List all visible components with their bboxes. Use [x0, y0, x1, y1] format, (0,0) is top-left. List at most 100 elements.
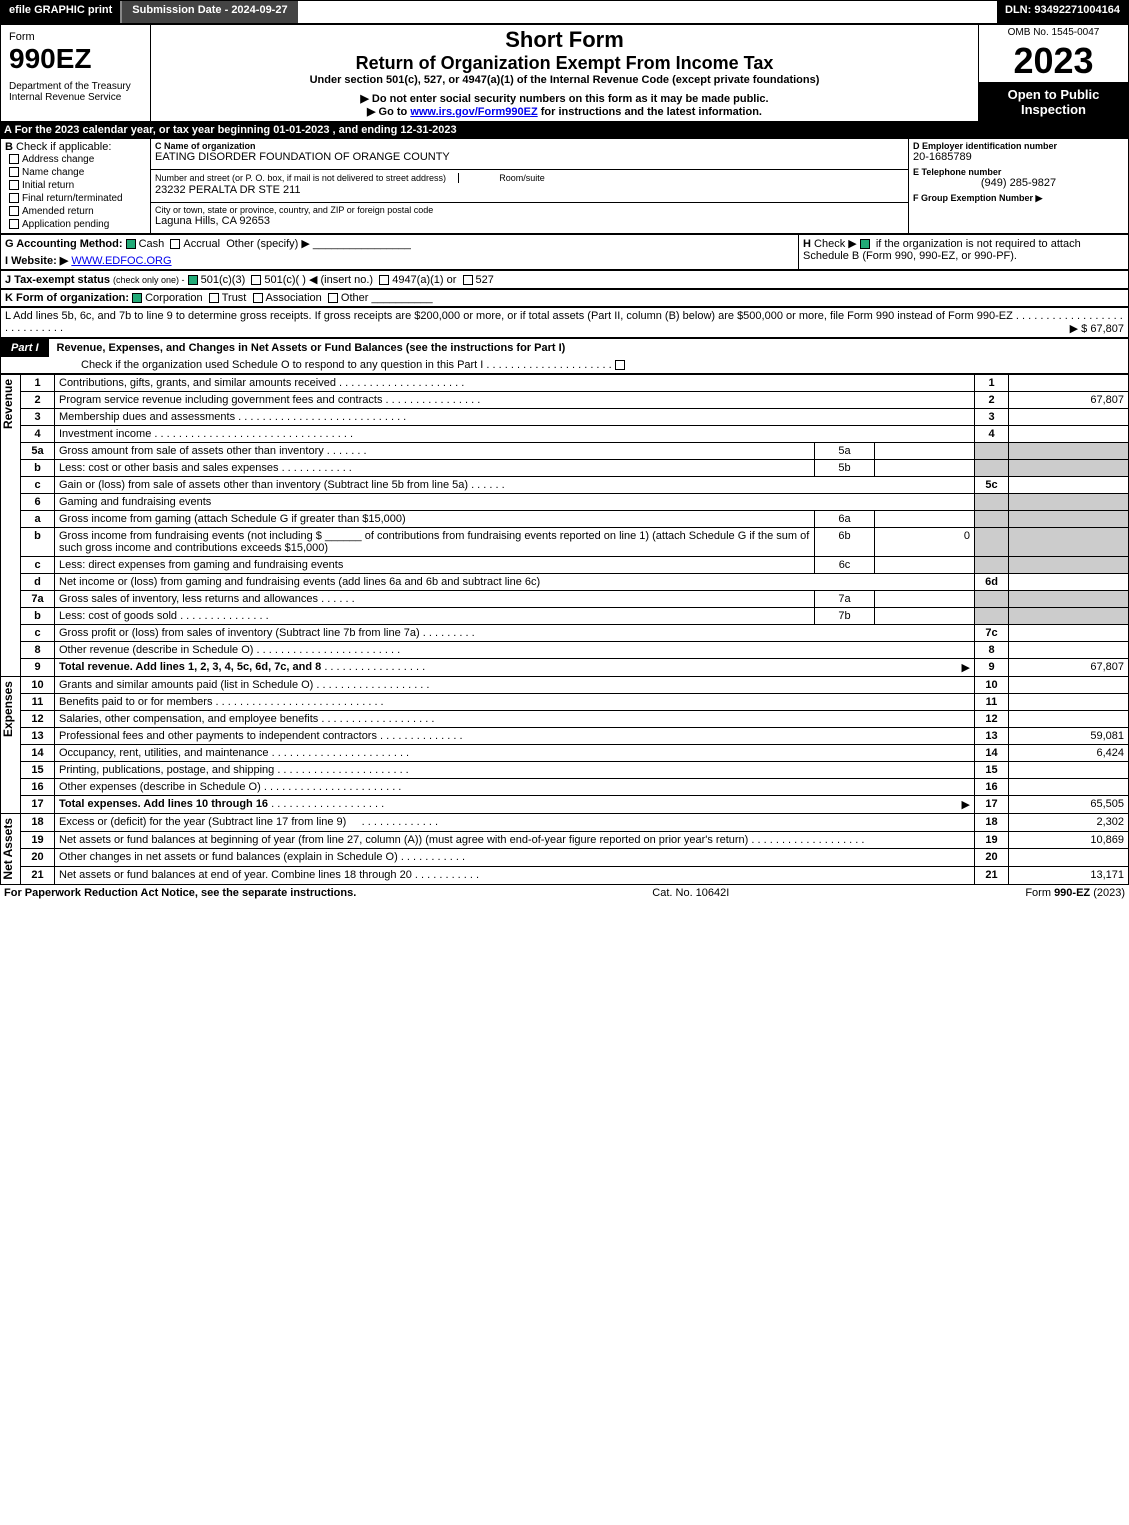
line-7a: Gross sales of inventory, less returns a… [59, 593, 318, 605]
footer-right: Form 990-EZ (2023) [1025, 887, 1125, 899]
subtitle: Under section 501(c), 527, or 4947(a)(1)… [155, 74, 974, 86]
expenses-label: Expenses [1, 677, 15, 741]
l-text: L Add lines 5b, 6c, and 7b to line 9 to … [5, 310, 1013, 322]
check-other-org[interactable] [328, 293, 338, 303]
h-check-text: Check ▶ [814, 238, 857, 250]
line-7b: Less: cost of goods sold [59, 610, 177, 622]
dept-treasury: Department of the Treasury [9, 81, 142, 92]
check-cash[interactable] [126, 239, 136, 249]
arrow-icon: ▶ [962, 798, 970, 811]
short-form-title: Short Form [155, 27, 974, 53]
section-a: A For the 2023 calendar year, or tax yea… [0, 122, 1129, 138]
c-name-label: C Name of organization [155, 141, 904, 151]
line-18: Excess or (deficit) for the year (Subtra… [59, 816, 346, 828]
g-label: G Accounting Method: [5, 238, 123, 250]
b-check-if: Check if applicable: [16, 141, 111, 153]
form-number: 990EZ [9, 43, 142, 75]
form-block: Form 990EZ Department of the Treasury In… [5, 27, 146, 107]
check-4947[interactable] [379, 275, 389, 285]
line-6d: Net income or (loss) from gaming and fun… [55, 574, 975, 591]
check-501c3[interactable] [188, 275, 198, 285]
section-l: L Add lines 5b, 6c, and 7b to line 9 to … [1, 308, 1129, 338]
top-bar: efile GRAPHIC print Submission Date - 20… [0, 0, 1129, 24]
line-21: Net assets or fund balances at end of ye… [59, 869, 412, 881]
street-address: 23232 PERALTA DR STE 211 [155, 184, 904, 196]
check-address-change[interactable]: Address change [5, 153, 146, 166]
revenue-label: Revenue [1, 375, 15, 433]
line-15: Printing, publications, postage, and shi… [59, 764, 274, 776]
ein-value: 20-1685789 [913, 151, 1124, 163]
check-application-pending[interactable]: Application pending [5, 218, 146, 231]
check-name-change[interactable]: Name change [5, 166, 146, 179]
irs-link[interactable]: www.irs.gov/Form990EZ [410, 106, 537, 118]
line-3: Membership dues and assessments [59, 411, 235, 423]
dln: DLN: 93492271004164 [997, 1, 1128, 23]
check-association[interactable] [253, 293, 263, 303]
l-amount: ▶ $ 67,807 [1070, 322, 1124, 335]
warning-goto: ▶ Go to www.irs.gov/Form990EZ for instru… [155, 105, 974, 118]
phone-value: (949) 285-9827 [913, 177, 1124, 189]
website-link[interactable]: WWW.EDFOC.ORG [71, 255, 171, 267]
check-trust[interactable] [209, 293, 219, 303]
line-8: Other revenue (describe in Schedule O) [59, 644, 253, 656]
line-7c: Gross profit or (loss) from sales of inv… [59, 627, 420, 639]
efile-label[interactable]: efile GRAPHIC print [1, 1, 120, 23]
footer-left: For Paperwork Reduction Act Notice, see … [4, 887, 356, 899]
line-13: Professional fees and other payments to … [59, 730, 377, 742]
line-19: Net assets or fund balances at beginning… [59, 834, 748, 846]
line-14: Occupancy, rent, utilities, and maintena… [59, 747, 269, 759]
part1-check: Check if the organization used Schedule … [1, 357, 1128, 373]
d-ein-label: D Employer identification number [913, 141, 1124, 151]
check-initial-return[interactable]: Initial return [5, 179, 146, 192]
amt-13: 59,081 [1009, 728, 1129, 745]
c-city-label: City or town, state or province, country… [155, 205, 904, 215]
line-4: Investment income [59, 428, 151, 440]
gh-block: G Accounting Method: Cash Accrual Other … [0, 234, 1129, 270]
section-b: B Check if applicable: [5, 141, 146, 153]
section-k: K Form of organization: Corporation Trus… [1, 290, 1129, 307]
j-label: J Tax-exempt status [5, 274, 110, 286]
i-website-label: I Website: ▶ [5, 255, 68, 267]
main-title: Return of Organization Exempt From Incom… [155, 53, 974, 74]
open-public-badge: Open to Public Inspection [979, 83, 1128, 121]
check-527[interactable] [463, 275, 473, 285]
b-label: B [5, 141, 13, 153]
warning-ssn: ▶ Do not enter social security numbers o… [155, 92, 974, 105]
submission-date: Submission Date - 2024-09-27 [120, 1, 297, 23]
part1-title: Revenue, Expenses, and Changes in Net As… [49, 342, 566, 354]
check-amended-return[interactable]: Amended return [5, 205, 146, 218]
check-schedule-o[interactable] [615, 360, 625, 370]
check-corporation[interactable] [132, 293, 142, 303]
netassets-label: Net Assets [1, 814, 15, 884]
line-9: Total revenue. Add lines 1, 2, 3, 4, 5c,… [59, 661, 321, 673]
line-6: Gaming and fundraising events [55, 494, 975, 511]
city-state-zip: Laguna Hills, CA 92653 [155, 215, 904, 227]
e-phone-label: E Telephone number [913, 167, 1124, 177]
line-2: Program service revenue including govern… [59, 394, 382, 406]
line-1: Contributions, gifts, grants, and simila… [59, 377, 336, 389]
line-20: Other changes in net assets or fund bala… [59, 851, 398, 863]
amt-6b: 0 [875, 528, 975, 557]
check-schedule-b[interactable] [860, 239, 870, 249]
f-group-label: F Group Exemption Number ▶ [913, 193, 1124, 204]
header-table: Form 990EZ Department of the Treasury In… [0, 24, 1129, 122]
topbar-spacer [298, 1, 997, 23]
line-17: Total expenses. Add lines 10 through 16 [59, 798, 268, 810]
check-accrual[interactable] [170, 239, 180, 249]
line-10: Grants and similar amounts paid (list in… [59, 679, 313, 691]
check-501c[interactable] [251, 275, 261, 285]
amt-14: 6,424 [1009, 745, 1129, 762]
amt-18: 2,302 [1009, 814, 1129, 832]
check-final-return[interactable]: Final return/terminated [5, 192, 146, 205]
entity-block: B Check if applicable: Address change Na… [0, 138, 1129, 234]
line-6c: Less: direct expenses from gaming and fu… [55, 557, 815, 574]
amt-19: 10,869 [1009, 831, 1129, 849]
form-word: Form [9, 31, 142, 43]
line-5b: Less: cost or other basis and sales expe… [59, 462, 279, 474]
lines-table: Revenue 1Contributions, gifts, grants, a… [0, 374, 1129, 885]
dept-irs: Internal Revenue Service [9, 92, 142, 103]
part1-tab: Part I [1, 339, 49, 357]
h-label: H [803, 238, 811, 250]
line-6a: Gross income from gaming (attach Schedul… [55, 511, 815, 528]
line-5c: Gain or (loss) from sale of assets other… [59, 479, 468, 491]
